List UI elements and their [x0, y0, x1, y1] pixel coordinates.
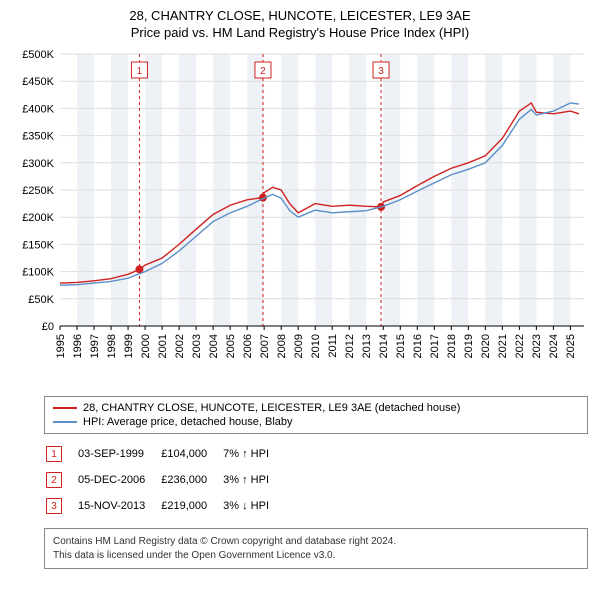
- attribution-line1: Contains HM Land Registry data © Crown c…: [53, 535, 579, 549]
- event-marker-icon: 2: [46, 472, 62, 488]
- event-delta: 7% ↑ HPI: [223, 442, 283, 466]
- legend-label: 28, CHANTRY CLOSE, HUNCOTE, LEICESTER, L…: [83, 402, 460, 414]
- x-tick-label: 2006: [242, 334, 254, 358]
- title-block: 28, CHANTRY CLOSE, HUNCOTE, LEICESTER, L…: [12, 8, 588, 40]
- y-tick-label: £450K: [22, 76, 54, 88]
- event-marker-number: 2: [260, 66, 266, 77]
- x-tick-label: 2018: [446, 334, 458, 358]
- x-tick-label: 2014: [378, 334, 390, 358]
- event-price: £236,000: [161, 468, 221, 492]
- x-tick-label: 2011: [327, 334, 339, 358]
- chart-svg: £0 £50K £100K £150K £200K £250K £300K £350K £400…: [12, 48, 588, 388]
- x-tick-label: 2012: [344, 334, 356, 358]
- x-tick-label: 2009: [293, 334, 305, 358]
- x-tick-label: 2003: [191, 334, 203, 358]
- x-tick-label: 2013: [361, 334, 373, 358]
- y-tick-label: £300K: [22, 158, 54, 170]
- x-tick-label: 2025: [565, 334, 577, 358]
- x-tick-label: 2004: [208, 334, 220, 358]
- y-tick-label: £350K: [22, 131, 54, 143]
- y-tick-label: £250K: [22, 185, 54, 197]
- attribution-line2: This data is licensed under the Open Gov…: [53, 549, 579, 563]
- y-tick-label: £0: [42, 321, 54, 333]
- x-tick-label: 2020: [480, 334, 492, 358]
- legend: 28, CHANTRY CLOSE, HUNCOTE, LEICESTER, L…: [44, 396, 588, 434]
- event-num-cell: 3: [46, 494, 76, 518]
- y-tick-label: £200K: [22, 212, 54, 224]
- x-tick-label: 2017: [429, 334, 441, 358]
- x-tick-label: 1996: [72, 334, 84, 358]
- events-table: 1 03-SEP-1999£104,0007% ↑ HPI 2 05-DEC-2006…: [44, 440, 285, 520]
- event-delta: 3% ↑ HPI: [223, 468, 283, 492]
- legend-row: HPI: Average price, detached house, Blab…: [53, 415, 579, 429]
- y-tick-label: £50K: [28, 294, 54, 306]
- x-tick-label: 2016: [412, 334, 424, 358]
- event-num-cell: 2: [46, 468, 76, 492]
- x-tick-label: 2008: [276, 334, 288, 358]
- x-tick-label: 2019: [463, 334, 475, 358]
- event-delta: 3% ↓ HPI: [223, 494, 283, 518]
- y-tick-label: £500K: [22, 49, 54, 61]
- x-tick-label: 1999: [123, 334, 135, 358]
- x-tick-label: 1995: [55, 334, 67, 358]
- legend-swatch: [53, 407, 77, 409]
- event-row: 1 03-SEP-1999£104,0007% ↑ HPI: [46, 442, 283, 466]
- legend-label: HPI: Average price, detached house, Blab…: [83, 416, 293, 428]
- x-tick-label: 2007: [259, 334, 271, 358]
- y-tick-label: £150K: [22, 239, 54, 251]
- x-tick-label: 2001: [157, 334, 169, 358]
- event-date: 15-NOV-2013: [78, 494, 159, 518]
- title-sub: Price paid vs. HM Land Registry's House …: [12, 25, 588, 40]
- x-tick-label: 2022: [514, 334, 526, 358]
- legend-swatch: [53, 421, 77, 423]
- x-tick-label: 1997: [89, 334, 101, 358]
- event-price: £104,000: [161, 442, 221, 466]
- y-tick-label: £100K: [22, 267, 54, 279]
- x-tick-label: 2002: [174, 334, 186, 358]
- event-row: 3 15-NOV-2013£219,0003% ↓ HPI: [46, 494, 283, 518]
- event-row: 2 05-DEC-2006£236,0003% ↑ HPI: [46, 468, 283, 492]
- x-tick-label: 2005: [225, 334, 237, 358]
- attribution: Contains HM Land Registry data © Crown c…: [44, 528, 588, 569]
- title-main: 28, CHANTRY CLOSE, HUNCOTE, LEICESTER, L…: [12, 8, 588, 23]
- event-marker-icon: 1: [46, 446, 62, 462]
- x-tick-label: 2010: [310, 334, 322, 358]
- event-marker-number: 3: [378, 66, 384, 77]
- event-marker-number: 1: [137, 66, 143, 77]
- legend-row: 28, CHANTRY CLOSE, HUNCOTE, LEICESTER, L…: [53, 401, 579, 415]
- event-num-cell: 1: [46, 442, 76, 466]
- y-tick-label: £400K: [22, 103, 54, 115]
- x-tick-label: 2021: [497, 334, 509, 358]
- chart: £0 £50K £100K £150K £200K £250K £300K £350K £400…: [12, 48, 588, 388]
- x-tick-label: 2015: [395, 334, 407, 358]
- event-marker-icon: 3: [46, 498, 62, 514]
- x-tick-label: 1998: [106, 334, 118, 358]
- x-tick-label: 2000: [140, 334, 152, 358]
- x-tick-label: 2023: [531, 334, 543, 358]
- event-price: £219,000: [161, 494, 221, 518]
- event-date: 05-DEC-2006: [78, 468, 159, 492]
- event-date: 03-SEP-1999: [78, 442, 159, 466]
- chart-container: 28, CHANTRY CLOSE, HUNCOTE, LEICESTER, L…: [0, 0, 600, 577]
- x-tick-label: 2024: [548, 334, 560, 358]
